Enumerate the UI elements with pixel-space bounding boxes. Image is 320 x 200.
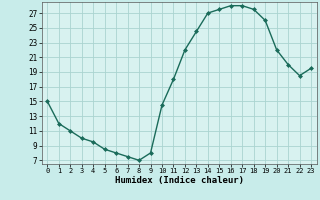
X-axis label: Humidex (Indice chaleur): Humidex (Indice chaleur) [115, 176, 244, 185]
